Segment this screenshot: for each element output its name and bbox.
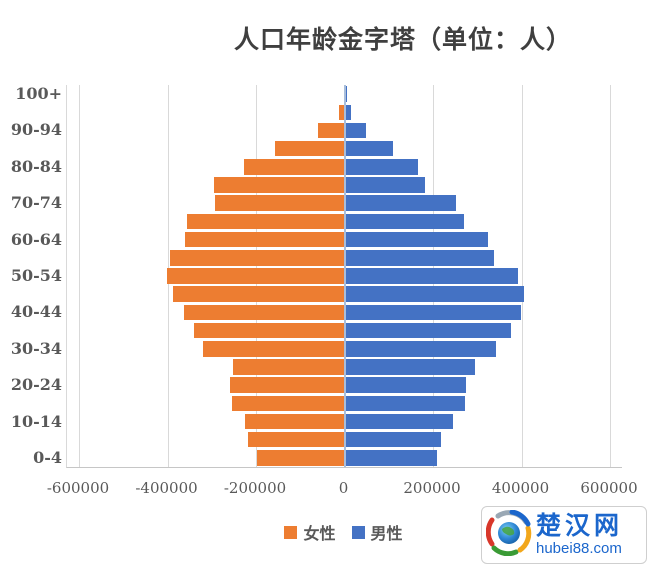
- bar-male-5-9: [344, 431, 441, 448]
- bar-female-60-64: [185, 231, 345, 248]
- logo-site-url: hubei88.com: [536, 540, 622, 557]
- bar-female-45-49: [173, 286, 345, 302]
- chart-title: 人口年龄金字塔（单位：人）: [234, 25, 573, 54]
- chart-legend: 女性 男性: [66, 520, 621, 544]
- gridline-400000: [521, 85, 523, 467]
- globe-swirl-icon: [485, 509, 532, 560]
- bar-female-0-4: [256, 450, 345, 466]
- bar-female-75-79: [213, 177, 345, 193]
- y-tick-label-40-44: 40-44: [10, 302, 62, 322]
- y-tick-label-50-54: 50-54: [10, 266, 62, 285]
- bar-female-5-9: [248, 431, 345, 448]
- bar-female-15-19: [231, 395, 345, 411]
- y-tick-label-80-84: 80-84: [10, 156, 62, 176]
- bar-male-20-24: [344, 377, 467, 393]
- bar-female-50-54: [167, 268, 345, 284]
- bar-female-90-94: [317, 122, 345, 139]
- x-tick-label--200000: -200000: [223, 479, 287, 497]
- bar-male-65-69: [344, 213, 464, 230]
- x-tick-label--400000: -400000: [135, 479, 198, 497]
- male-color-swatch: [351, 525, 365, 539]
- bar-male-75-79: [344, 177, 426, 193]
- x-tick-label-0: 0: [338, 479, 349, 497]
- x-tick-label-200000: 200000: [403, 479, 461, 497]
- bar-male-80-84: [344, 159, 418, 175]
- bar-female-20-24: [230, 377, 345, 393]
- plot-area: [66, 85, 622, 468]
- bar-female-35-39: [193, 322, 345, 339]
- bar-male-15-19: [344, 395, 465, 411]
- zero-axis-line: [344, 85, 346, 467]
- bar-male-55-59: [344, 250, 494, 266]
- gridline-600000: [610, 85, 611, 467]
- bar-male-0-4: [344, 450, 437, 466]
- bar-female-30-34: [202, 341, 345, 357]
- bar-female-70-74: [215, 195, 345, 211]
- legend-item-female: 女性: [284, 520, 336, 544]
- bar-male-40-44: [344, 304, 522, 321]
- logo-site-name: 楚汉网: [536, 512, 624, 540]
- y-tick-label-0-4: 0-4: [33, 447, 62, 467]
- bar-male-95-99: [344, 104, 351, 120]
- bar-male-60-64: [344, 231, 488, 248]
- y-tick-label-90-94: 90-94: [10, 120, 62, 140]
- bar-female-10-14: [244, 413, 345, 430]
- y-tick-label-70-74: 70-74: [10, 193, 62, 213]
- bar-female-95-99: [339, 104, 345, 120]
- bar-male-70-74: [344, 195, 457, 211]
- x-tick-label-600000: 600000: [580, 479, 638, 497]
- bar-male-50-54: [344, 268, 518, 284]
- bar-male-25-29: [344, 359, 476, 375]
- bar-female-80-84: [244, 159, 345, 175]
- bar-male-85-89: [344, 140, 394, 157]
- gridline--600000: [79, 85, 80, 467]
- y-tick-label-20-24: 20-24: [10, 375, 62, 395]
- bar-female-85-89: [275, 140, 345, 157]
- y-tick-label-10-14: 10-14: [10, 411, 62, 431]
- female-color-swatch: [284, 525, 298, 539]
- bar-male-45-49: [344, 286, 524, 302]
- bar-male-90-94: [344, 122, 366, 139]
- x-tick-label--600000: -600000: [46, 479, 110, 497]
- legend-label-male: 男性: [370, 524, 403, 543]
- bar-male-35-39: [344, 322, 511, 339]
- logo-text: 楚汉网 hubei88.com: [536, 512, 624, 557]
- y-tick-label-60-64: 60-64: [10, 229, 62, 249]
- y-tick-label-100+: 100+: [15, 84, 62, 104]
- bar-male-10-14: [344, 413, 453, 430]
- bar-female-65-69: [186, 213, 345, 230]
- y-tick-label-30-34: 30-34: [10, 338, 62, 358]
- bar-female-40-44: [184, 304, 345, 321]
- bar-female-25-29: [233, 359, 345, 375]
- x-tick-label-400000: 400000: [491, 479, 550, 497]
- site-logo: 楚汉网 hubei88.com: [481, 506, 647, 564]
- legend-label-female: 女性: [303, 524, 336, 543]
- bar-female-55-59: [170, 250, 345, 266]
- bar-male-30-34: [344, 341, 496, 357]
- legend-item-male: 男性: [351, 520, 403, 544]
